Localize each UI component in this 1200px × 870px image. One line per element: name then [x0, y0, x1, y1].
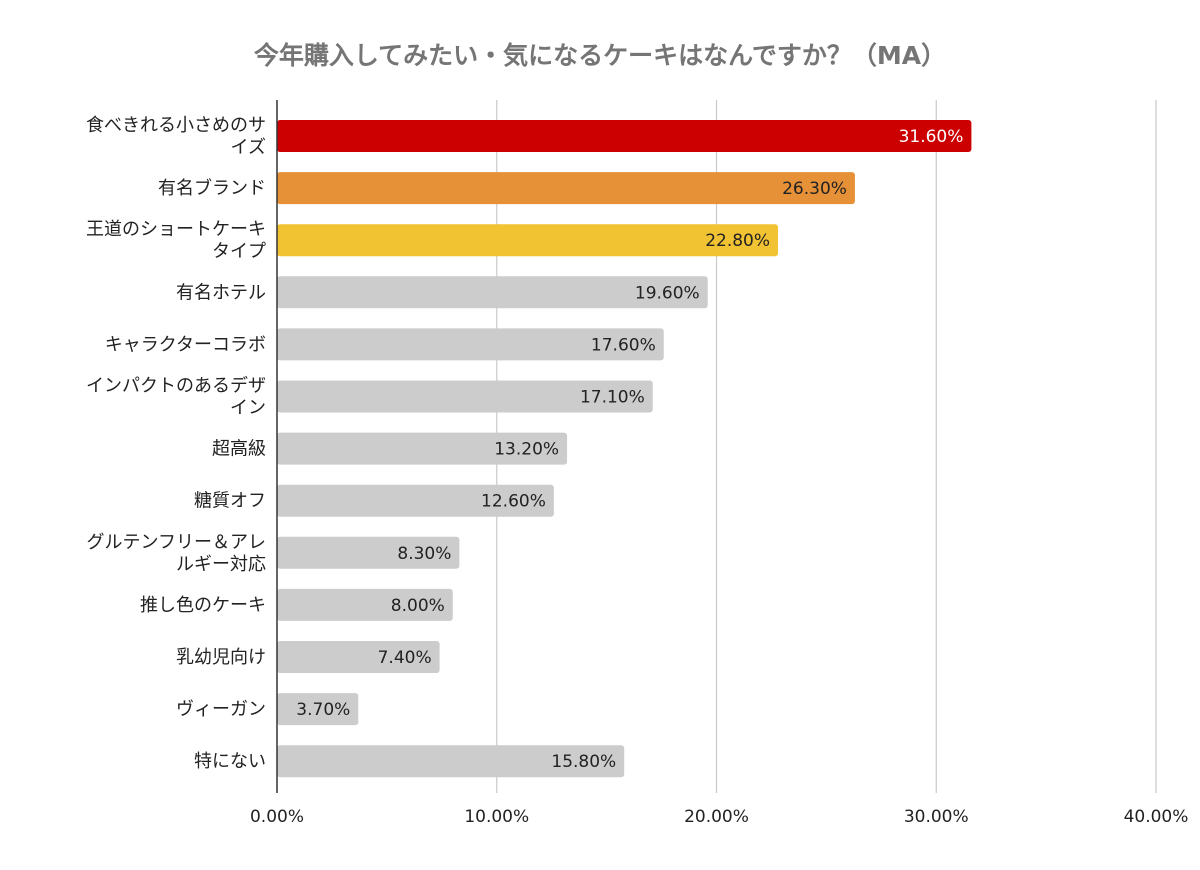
data-label: 17.60% — [591, 335, 656, 355]
data-label: 12.60% — [481, 492, 546, 512]
category-label: タイプ — [212, 241, 266, 262]
category-label: イズ — [231, 137, 266, 158]
data-label: 13.20% — [494, 440, 559, 460]
bar — [277, 328, 664, 361]
category-label: インパクトのあるデザ — [86, 376, 266, 397]
data-label: 26.30% — [782, 179, 847, 199]
data-label: 15.80% — [551, 752, 616, 772]
category-label: 特にない — [194, 751, 266, 772]
data-label: 31.60% — [899, 127, 964, 147]
chart-title: 今年購入してみたい・気になるケーキはなんですか？（MA） — [253, 41, 947, 70]
category-label: 糖質オフ — [194, 491, 266, 512]
data-label: 22.80% — [705, 231, 770, 251]
category-label: 乳幼児向け — [176, 647, 266, 668]
bar — [277, 380, 653, 413]
category-label: ヴィーガン — [176, 699, 266, 720]
x-tick-label: 10.00% — [464, 807, 529, 827]
category-label: 有名ホテル — [176, 282, 266, 303]
category-label: 有名ブランド — [158, 177, 266, 199]
data-label: 19.60% — [635, 283, 700, 303]
bar — [277, 120, 972, 152]
bar — [277, 224, 779, 257]
bar — [277, 172, 855, 205]
data-label: 7.40% — [378, 648, 432, 668]
bar — [277, 536, 460, 569]
data-label: 8.00% — [391, 596, 445, 616]
data-label: 3.70% — [296, 700, 350, 720]
category-label: 推し色のケーキ — [140, 595, 266, 616]
x-tick-label: 20.00% — [684, 807, 749, 827]
bar — [277, 745, 625, 778]
data-label: 17.10% — [580, 388, 645, 408]
bar — [277, 693, 359, 726]
x-tick-label: 30.00% — [904, 807, 969, 827]
category-label: キャラクターコラボ — [105, 334, 266, 355]
bar — [277, 276, 708, 309]
category-label: ルギー対応 — [176, 554, 266, 575]
x-tick-label: 40.00% — [1124, 807, 1189, 827]
bar — [277, 641, 440, 673]
category-label: イン — [230, 398, 266, 419]
category-label: 食べきれる小さめのサ — [86, 115, 266, 136]
bar — [277, 432, 568, 465]
category-label: 超高級 — [212, 439, 266, 460]
x-tick-label: 0.00% — [250, 807, 304, 827]
category-label: 王道のショートケーキ — [86, 219, 266, 240]
bar — [277, 588, 453, 621]
data-label: 8.30% — [397, 544, 451, 564]
bar — [277, 484, 554, 517]
category-label: グルテンフリー＆アレ — [87, 532, 266, 553]
